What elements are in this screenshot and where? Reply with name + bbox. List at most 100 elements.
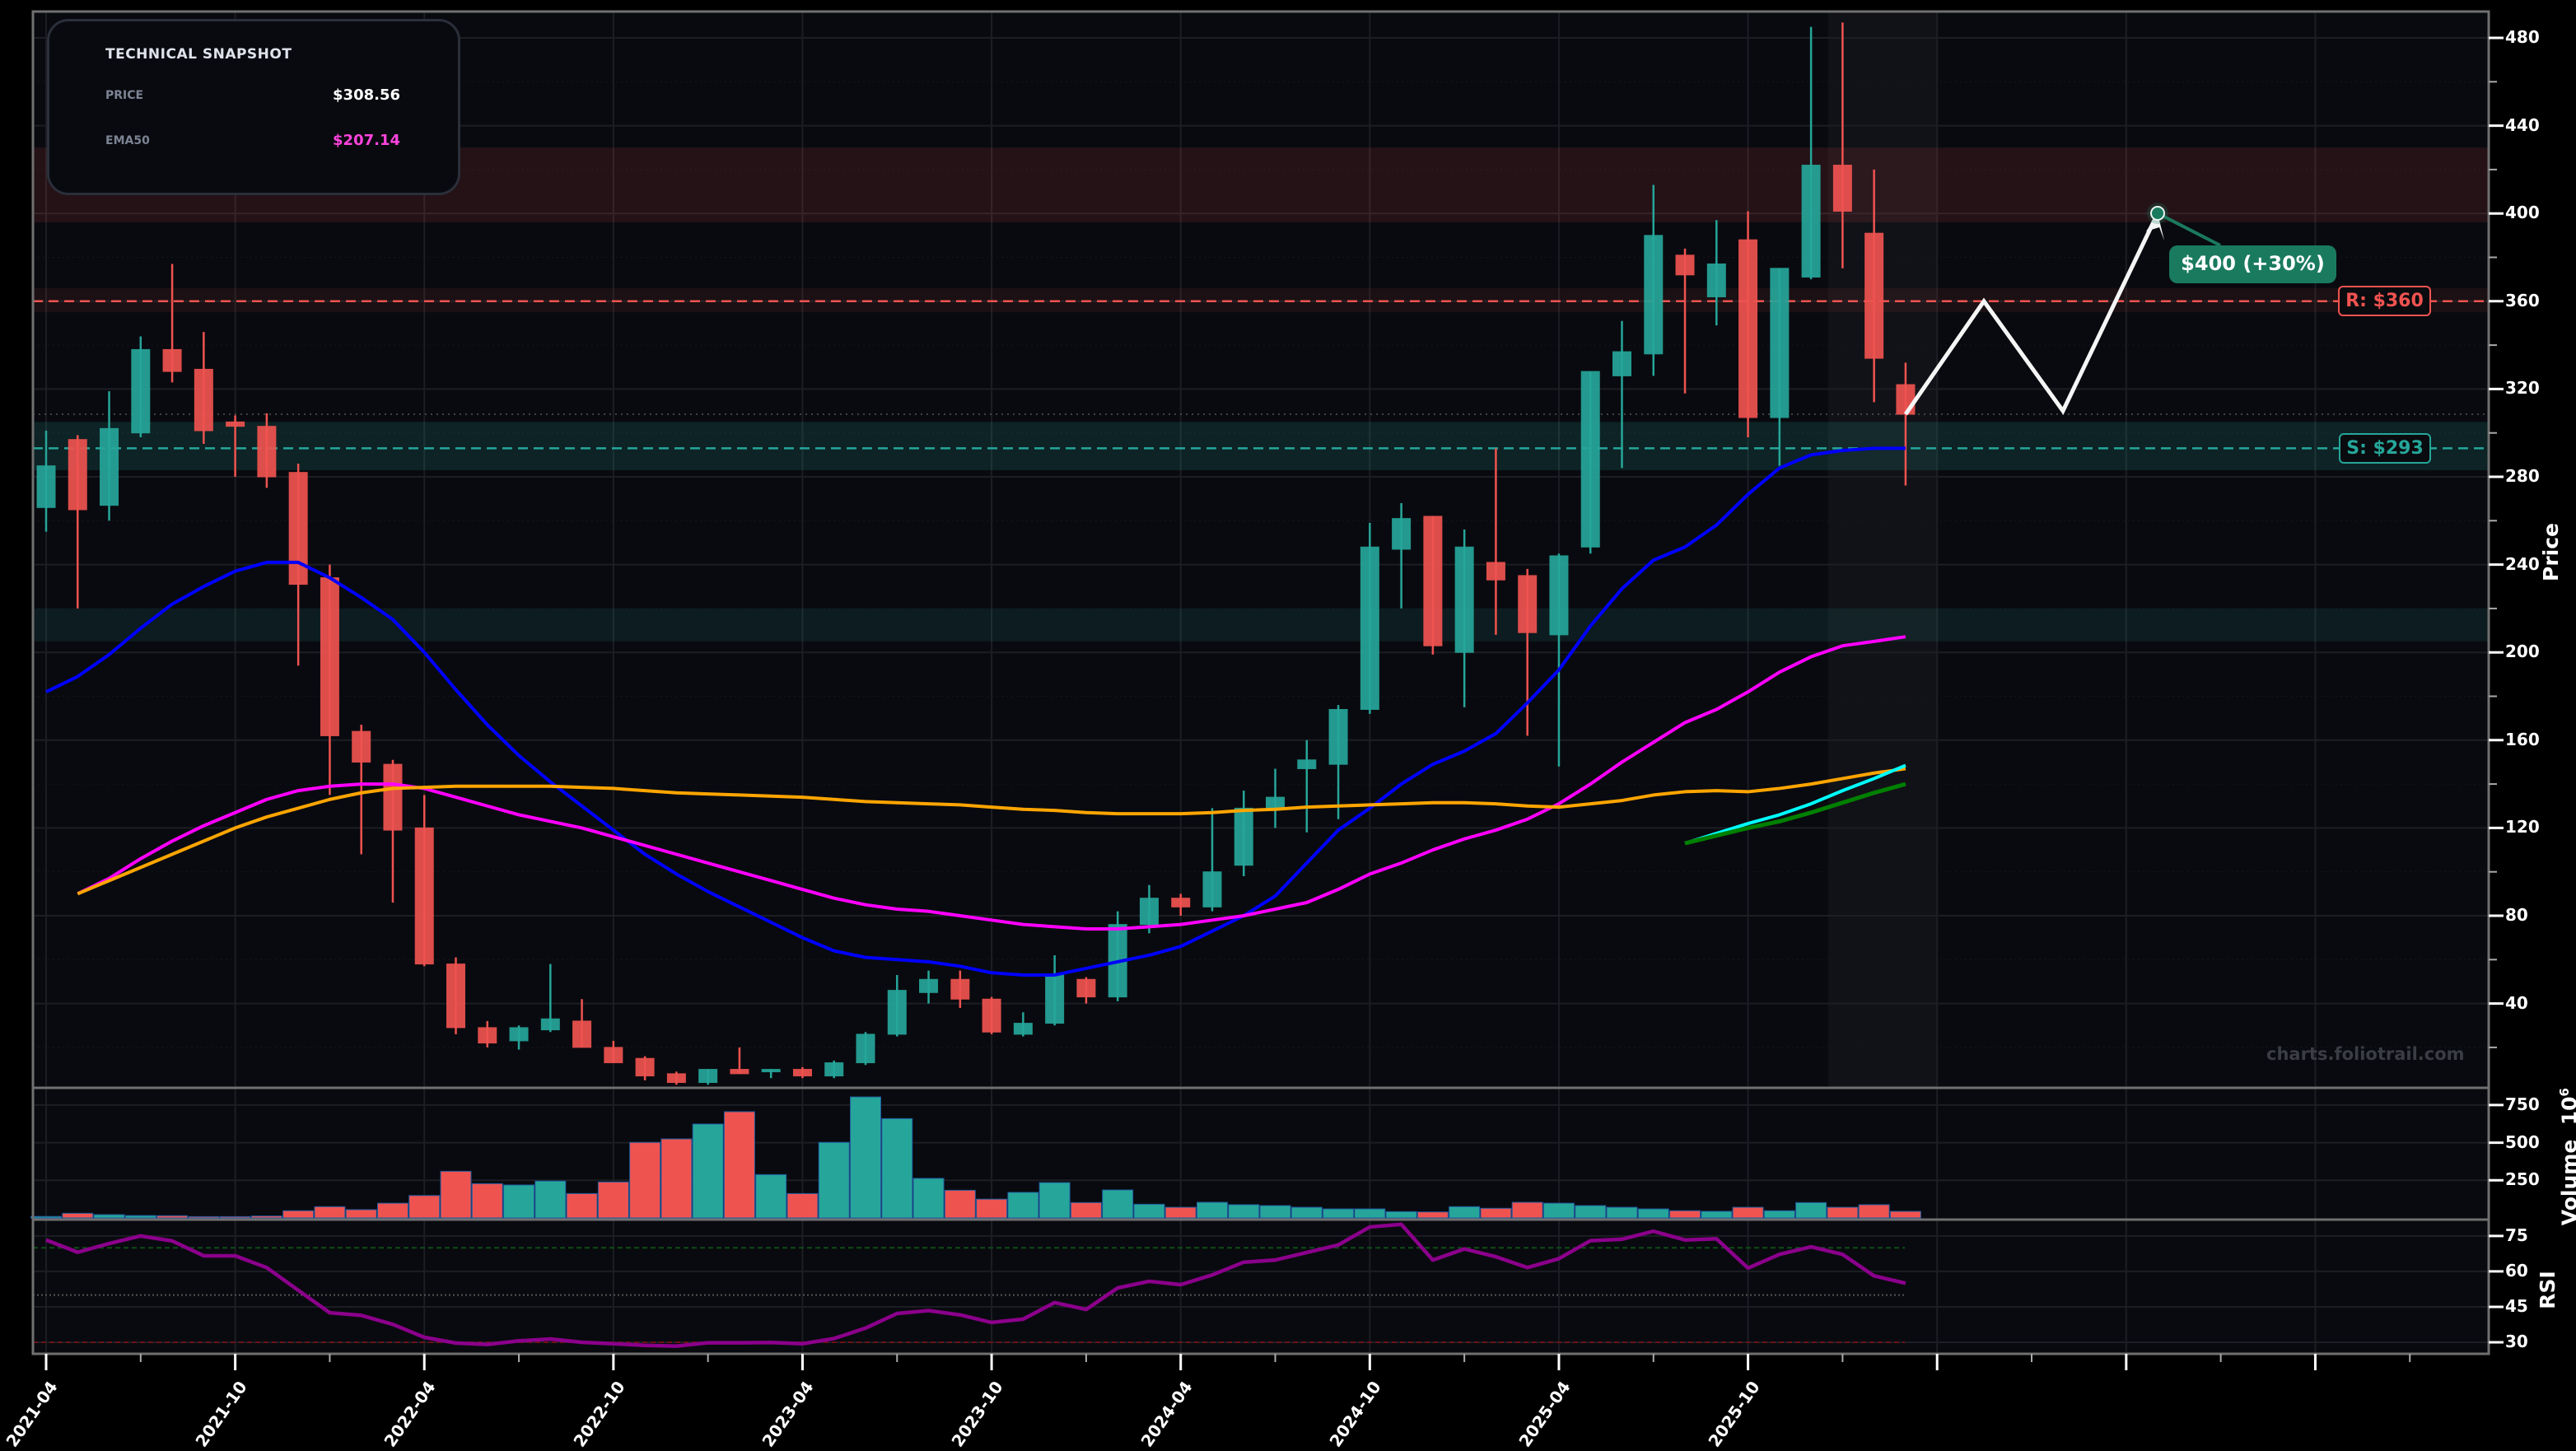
candle-down xyxy=(478,1027,497,1044)
volume-title-text: Volume xyxy=(2557,1139,2576,1226)
rsi-axis-title: RSI xyxy=(2535,1271,2560,1309)
volume-axis-title: Volume 106 xyxy=(2557,1088,2576,1225)
volume-bar xyxy=(345,1209,377,1219)
ma-line-ma-long xyxy=(1684,781,1906,846)
candle-down xyxy=(635,1057,655,1077)
volume-bar xyxy=(1038,1182,1071,1219)
rsi-tick-label: 45 xyxy=(2505,1295,2528,1316)
candle-down xyxy=(162,348,182,372)
candle-down xyxy=(68,439,87,511)
volume-bar xyxy=(1763,1210,1795,1219)
candle-down xyxy=(982,998,1001,1033)
volume-bar xyxy=(976,1198,1008,1219)
volume-bar xyxy=(850,1096,882,1219)
volume-bar xyxy=(1858,1204,1890,1219)
candle-down xyxy=(604,1047,623,1064)
volume-bar xyxy=(1795,1201,1827,1219)
candle-up xyxy=(1770,268,1790,418)
volume-exponent-power: 6 xyxy=(2556,1088,2572,1097)
candle-up xyxy=(1644,235,1664,355)
candle-down xyxy=(1423,516,1443,646)
volume-tick-label: 250 xyxy=(2505,1169,2540,1190)
target-leader-line xyxy=(2157,212,2221,247)
volume-bar xyxy=(534,1180,567,1219)
volume-bar xyxy=(440,1170,472,1219)
volume-bar xyxy=(1606,1206,1638,1219)
volume-bar xyxy=(1732,1206,1764,1219)
candle-down xyxy=(352,730,371,763)
volume-bar xyxy=(1196,1201,1228,1219)
volume-bar xyxy=(1070,1201,1102,1219)
volume-bar xyxy=(93,1214,125,1219)
candle-down xyxy=(572,1020,592,1048)
candle-down xyxy=(1486,562,1505,581)
volume-bar xyxy=(566,1192,598,1219)
price-tick-label: 320 xyxy=(2505,378,2540,399)
candle-up xyxy=(1297,759,1317,769)
candle-down xyxy=(730,1069,749,1075)
projection-arrowhead-icon xyxy=(2146,213,2164,240)
volume-bar xyxy=(629,1141,661,1219)
volume-bar xyxy=(1637,1208,1669,1219)
volume-bar xyxy=(723,1111,755,1219)
volume-bar xyxy=(250,1215,282,1219)
price-tick-label: 240 xyxy=(2505,553,2540,574)
ma-line-ema20 xyxy=(45,446,1906,977)
volume-bar xyxy=(282,1210,315,1219)
price-tick-label: 120 xyxy=(2505,817,2540,837)
volume-bar xyxy=(755,1173,787,1219)
candle-down xyxy=(950,978,970,1000)
rsi-line xyxy=(45,1222,1906,1348)
ma-line-ema50 xyxy=(77,635,1906,931)
candle-down xyxy=(288,472,308,586)
price-tick-label: 360 xyxy=(2505,290,2540,310)
candle-up xyxy=(1706,263,1726,297)
volume-bar xyxy=(30,1215,62,1219)
price-tick-label: 400 xyxy=(2505,203,2540,223)
volume-bar xyxy=(1102,1189,1134,1219)
volume-bar xyxy=(818,1141,850,1219)
volume-bar xyxy=(156,1215,189,1219)
candle-up xyxy=(856,1033,875,1064)
candle-down xyxy=(320,577,339,736)
volume-bar xyxy=(376,1202,408,1219)
volume-bar xyxy=(1701,1211,1733,1219)
candle-down xyxy=(1518,575,1538,633)
projection-path xyxy=(1903,212,2160,416)
candle-up xyxy=(36,465,56,508)
candle-down xyxy=(1675,254,1695,276)
ma-line-ma-short xyxy=(1684,763,1906,845)
volume-tick-label: 500 xyxy=(2505,1131,2540,1152)
candle-down xyxy=(226,421,245,427)
volume-bar xyxy=(1511,1201,1543,1219)
price-tick-label: 160 xyxy=(2505,729,2540,749)
volume-bar xyxy=(1416,1211,1449,1219)
candle-up xyxy=(1454,546,1474,653)
candle-up xyxy=(1580,371,1600,548)
price-axis-title: Price xyxy=(2539,523,2563,581)
volume-bar xyxy=(786,1192,819,1219)
price-tick-label: 280 xyxy=(2505,466,2540,486)
volume-bar xyxy=(62,1212,94,1219)
price-tick-label: 200 xyxy=(2505,642,2540,662)
volume-bar xyxy=(1889,1211,1921,1219)
candle-down xyxy=(1832,165,1852,212)
technical-snapshot-panel: TECHNICAL SNAPSHOT PRICE $308.56 EMA50 $… xyxy=(47,19,460,195)
candle-up xyxy=(100,427,119,506)
volume-bar xyxy=(692,1123,724,1219)
volume-bar xyxy=(1480,1207,1512,1219)
zone-support xyxy=(33,422,2489,471)
candle-up xyxy=(1328,708,1348,765)
volume-bar xyxy=(881,1117,913,1219)
candle-up xyxy=(509,1027,529,1042)
volume-panel xyxy=(33,1088,2489,1220)
candle-up xyxy=(1801,165,1821,278)
volume-bar xyxy=(124,1215,156,1219)
candle-up xyxy=(1360,546,1379,710)
candle-up xyxy=(540,1018,560,1031)
candle-down xyxy=(414,827,434,965)
candle-down xyxy=(446,963,466,1029)
rsi-tick-label: 75 xyxy=(2505,1225,2528,1245)
zone-support-lower xyxy=(33,608,2489,642)
candle-down xyxy=(1864,232,1884,359)
